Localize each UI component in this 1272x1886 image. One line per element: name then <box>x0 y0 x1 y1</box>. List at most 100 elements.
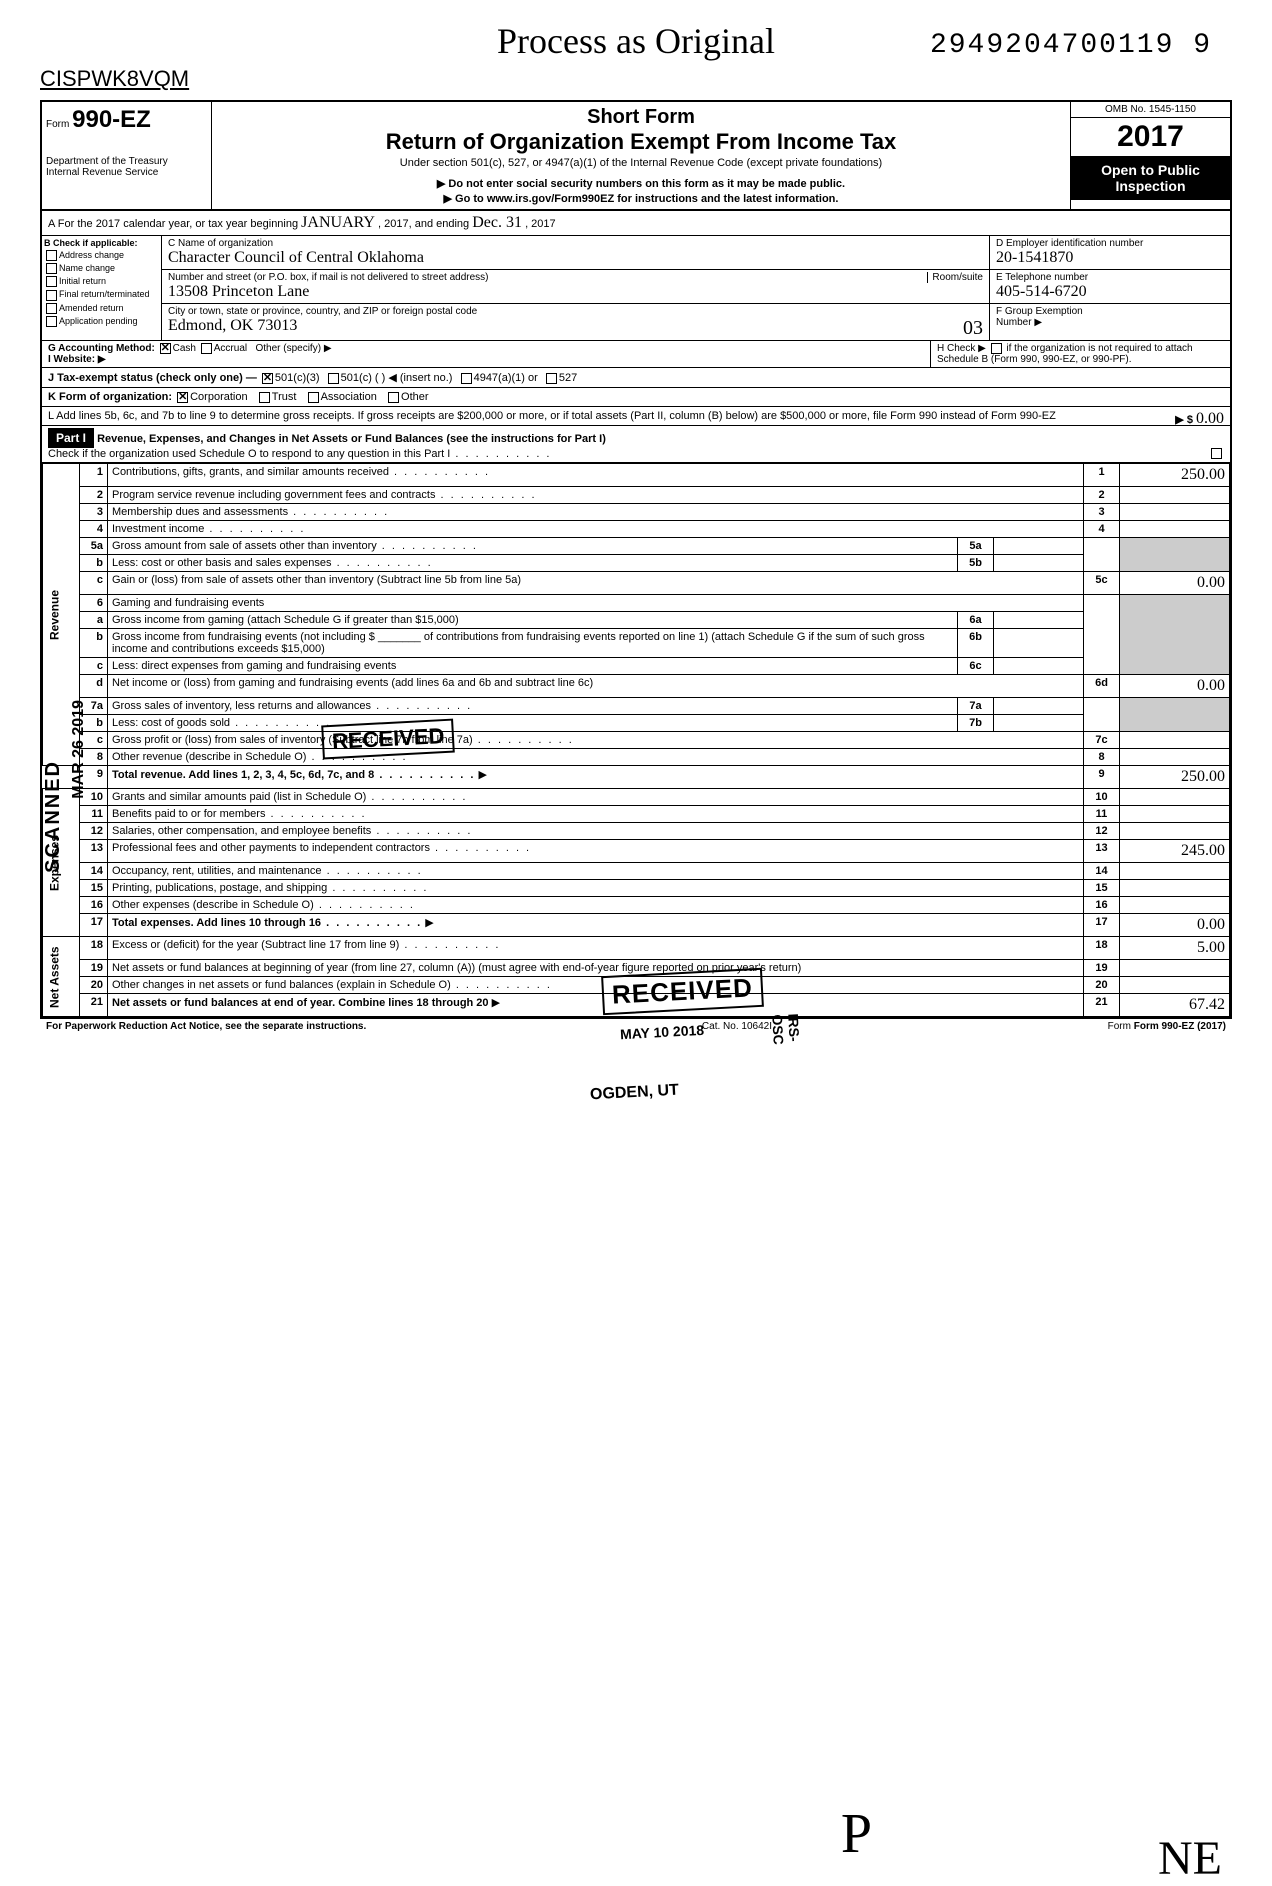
line-11-text: Benefits paid to or for members <box>108 806 1084 823</box>
irs-label: Internal Revenue Service <box>46 167 207 178</box>
label-k: K Form of organization: <box>48 391 172 403</box>
label-org-name: C Name of organization <box>168 238 983 249</box>
line-17-text: Total expenses. Add lines 10 through 16 <box>112 917 422 929</box>
subtitle-3: ▶ Go to www.irs.gov/Form990EZ for instru… <box>220 192 1062 205</box>
stamp-ogden: OGDEN, UT <box>581 1079 687 1106</box>
label-address: Number and street (or P.O. box, if mail … <box>168 272 489 283</box>
line-10-text: Grants and similar amounts paid (list in… <box>108 789 1084 806</box>
tracking-code: CISPWK8VQM <box>40 66 1232 92</box>
subtitle-2: ▶ Do not enter social security numbers o… <box>220 177 1062 190</box>
cb-schedule-b[interactable] <box>991 343 1002 354</box>
header-right: OMB No. 1545-1150 2017 Open to Public In… <box>1070 102 1230 209</box>
open-public-badge: Open to Public Inspection <box>1071 156 1230 200</box>
line-18-text: Excess or (deficit) for the year (Subtra… <box>108 937 1084 960</box>
cb-527[interactable] <box>546 373 557 384</box>
line-4-text: Investment income <box>108 521 1084 538</box>
label-other-method: Other (specify) ▶ <box>255 343 331 354</box>
line-3-text: Membership dues and assessments <box>108 504 1084 521</box>
label-h-check: H Check ▶ <box>937 343 986 354</box>
omb-number: OMB No. 1545-1150 <box>1071 102 1230 118</box>
line-21-text: Net assets or fund balances at end of ye… <box>112 997 489 1009</box>
tax-year: 2017 <box>1071 118 1230 156</box>
cb-501c3[interactable] <box>262 373 273 384</box>
cb-cash[interactable] <box>160 343 171 354</box>
label-accounting: G Accounting Method: <box>48 343 155 354</box>
line-6c-text: Less: direct expenses from gaming and fu… <box>108 658 958 675</box>
line-5c-text: Gain or (loss) from sale of assets other… <box>108 572 1084 595</box>
part-1-header-row: Part I Revenue, Expenses, and Changes in… <box>42 426 1230 463</box>
cb-schedule-o-part1[interactable] <box>1211 448 1222 459</box>
line-20-text: Other changes in net assets or fund bala… <box>108 977 1084 994</box>
line-6b-text: Gross income from fundraising events (no… <box>108 629 958 658</box>
line-6d-amt: 0.00 <box>1120 675 1230 698</box>
line-1-box: 1 <box>1084 464 1120 487</box>
line-13-amt: 245.00 <box>1120 840 1230 863</box>
line-1-num: 1 <box>80 464 108 487</box>
form-990ez: Form 990-EZ Department of the Treasury I… <box>40 100 1232 1019</box>
signature-p: P <box>841 1802 872 1866</box>
line-5c-amt: 0.00 <box>1120 572 1230 595</box>
cb-trust[interactable] <box>259 392 270 403</box>
cb-final-return[interactable]: Final return/terminated <box>44 289 159 300</box>
open-public-1: Open to Public <box>1073 162 1228 178</box>
stamp-mar-date: MAR 26 2019 <box>70 700 88 799</box>
label-phone: E Telephone number <box>996 272 1224 283</box>
row-j-tax-status: J Tax-exempt status (check only one) — 5… <box>42 368 1230 388</box>
cb-name-change[interactable]: Name change <box>44 263 159 274</box>
header-mid: Short Form Return of Organization Exempt… <box>212 102 1070 209</box>
label-website: I Website: ▶ <box>48 354 106 365</box>
subtitle-1: Under section 501(c), 527, or 4947(a)(1)… <box>220 157 1062 169</box>
short-form-title: Short Form <box>220 106 1062 129</box>
cb-4947[interactable] <box>461 373 472 384</box>
ein-value: 20-1541870 <box>996 249 1073 266</box>
line-16-text: Other expenses (describe in Schedule O) <box>108 897 1084 914</box>
stamp-received-1: RECEIVED <box>321 719 455 760</box>
header-left: Form 990-EZ Department of the Treasury I… <box>42 102 212 209</box>
cb-other-org[interactable] <box>388 392 399 403</box>
form-label: Form <box>46 119 69 130</box>
line-8-text: Other revenue (describe in Schedule O) <box>108 749 1084 766</box>
footer-left: For Paperwork Reduction Act Notice, see … <box>46 1021 366 1032</box>
footer-right: Form 990-EZ (2017) <box>1134 1021 1226 1032</box>
line-7a-text: Gross sales of inventory, less returns a… <box>108 698 958 715</box>
line-2-text: Program service revenue including govern… <box>108 487 1084 504</box>
line-6-text: Gaming and fundraising events <box>108 595 1084 612</box>
open-public-2: Inspection <box>1073 178 1228 194</box>
line-14-text: Occupancy, rent, utilities, and maintena… <box>108 863 1084 880</box>
cb-address-change[interactable]: Address change <box>44 250 159 261</box>
line-7c-text: Gross profit or (loss) from sales of inv… <box>108 732 1084 749</box>
side-net-assets: Net Assets <box>43 937 80 1017</box>
line-12-text: Salaries, other compensation, and employ… <box>108 823 1084 840</box>
cb-initial-return[interactable]: Initial return <box>44 276 159 287</box>
line-15-text: Printing, publications, postage, and shi… <box>108 880 1084 897</box>
tax-year-end: Dec. 31 <box>472 214 522 231</box>
cb-501c[interactable] <box>328 373 339 384</box>
line-6a-text: Gross income from gaming (attach Schedul… <box>108 612 958 629</box>
line-18-amt: 5.00 <box>1120 937 1230 960</box>
cb-amended[interactable]: Amended return <box>44 303 159 314</box>
cb-accrual[interactable] <box>201 343 212 354</box>
col-c-name-address: C Name of organization Character Council… <box>162 236 990 340</box>
line-9-text: Total revenue. Add lines 1, 2, 3, 4, 5c,… <box>112 769 475 781</box>
tax-year-begin: JANUARY <box>301 214 375 231</box>
group-exemption-val: 03 <box>963 317 983 340</box>
line-6d-text: Net income or (loss) from gaming and fun… <box>108 675 1084 698</box>
stamp-scanned: SCANNED <box>42 760 65 873</box>
cb-association[interactable] <box>308 392 319 403</box>
label-group-exempt: F Group Exemption <box>996 306 1083 317</box>
label-city: City or town, state or province, country… <box>168 306 983 317</box>
street-address: 13508 Princeton Lane <box>168 283 309 300</box>
form-number: 990-EZ <box>72 106 151 133</box>
part-1-badge: Part I <box>48 428 94 448</box>
line-2-amt <box>1120 487 1230 504</box>
row-g-accounting: G Accounting Method: Cash Accrual Other … <box>42 341 1230 368</box>
phone-value: 405-514-6720 <box>996 283 1087 300</box>
form-header: Form 990-EZ Department of the Treasury I… <box>42 102 1230 211</box>
row-l-arrow: ▶ $ <box>1175 414 1193 426</box>
serial-number: 2949204700119 9 <box>930 30 1212 61</box>
cb-corporation[interactable] <box>177 392 188 403</box>
cb-app-pending[interactable]: Application pending <box>44 316 159 327</box>
org-name: Character Council of Central Oklahoma <box>168 249 424 266</box>
row-l-text: L Add lines 5b, 6c, and 7b to line 9 to … <box>48 410 1056 422</box>
row-a-tax-year: A For the 2017 calendar year, or tax yea… <box>42 211 1230 236</box>
